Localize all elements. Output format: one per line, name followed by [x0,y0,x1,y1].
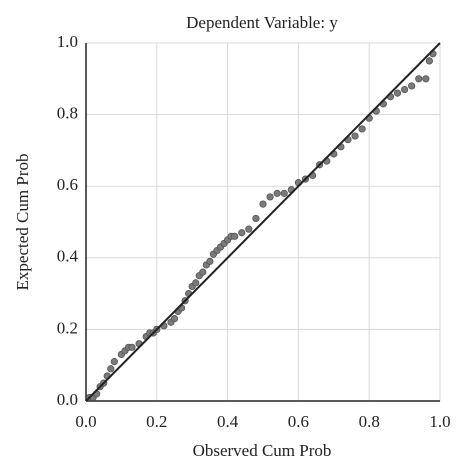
point [107,365,115,373]
point [206,257,214,265]
x-tick-label: 0.4 [217,412,239,431]
y-tick-label: 0.6 [57,175,78,194]
x-tick-label: 0.8 [359,412,380,431]
x-tick-label: 0.6 [288,412,309,431]
point [425,57,433,65]
point [110,358,118,366]
x-tick-label: 1.0 [429,412,450,431]
y-axis-label: Expected Cum Prob [13,154,32,291]
point [231,232,239,240]
point [415,75,423,83]
point [273,189,281,197]
point [393,89,402,97]
point [400,85,409,94]
y-tick-label: 0.8 [57,104,78,123]
point [170,315,179,323]
y-tick-label: 0.4 [57,247,79,266]
point [128,343,136,351]
point [422,75,430,83]
point [238,229,246,237]
point [192,279,200,287]
point [358,125,366,133]
y-tick-label: 0.0 [57,390,78,409]
y-tick-label: 0.2 [57,318,78,337]
point [280,189,288,197]
point [266,193,274,201]
x-tick-label: 0.2 [146,412,167,431]
x-axis-label: Observed Cum Prob [193,441,332,460]
point [408,82,416,90]
point [245,225,253,233]
point [259,200,267,208]
point [252,214,260,223]
y-tick-label: 1.0 [57,32,78,51]
x-tick-label: 0.0 [75,412,96,431]
point [199,268,207,276]
chart-title: Dependent Variable: y [186,13,338,32]
reference-line [85,42,441,402]
point [351,132,359,140]
